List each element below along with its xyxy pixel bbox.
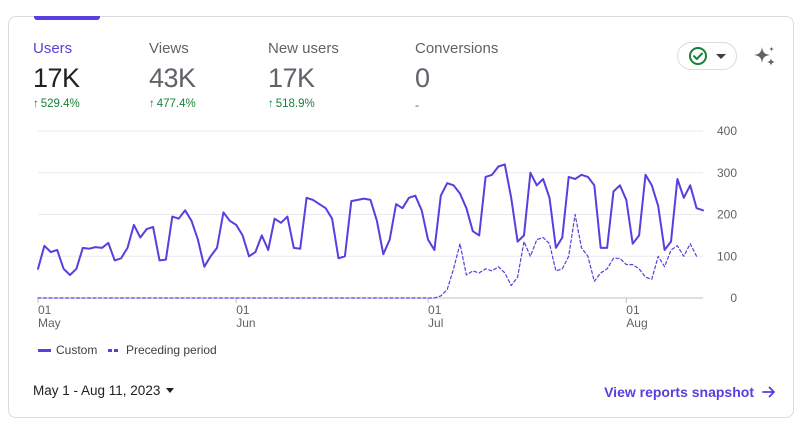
metric-change: ↑ 529.4% [33, 98, 80, 110]
users-overview-card [8, 16, 794, 418]
metric-label: Users [33, 40, 73, 57]
metric-new-users[interactable]: New users 17K ↑ 518.9% [268, 40, 339, 110]
x-tick-month: May [38, 316, 61, 330]
metric-views[interactable]: Views 43K ↑ 477.4% [149, 40, 196, 110]
y-tick-label: 300 [717, 166, 737, 180]
x-tick-day: 01 [428, 303, 442, 317]
x-tick-day: 01 [626, 303, 640, 317]
metric-users[interactable]: Users 17K ↑ 529.4% [33, 40, 80, 110]
metric-value: 17K [268, 63, 315, 93]
legend-label: Preceding period [126, 343, 217, 357]
metric-change-value: 518.9% [275, 98, 315, 110]
x-tick-month: Aug [626, 316, 647, 330]
metric-change-value: 477.4% [156, 98, 196, 110]
view-reports-snapshot-link[interactable]: View reports snapshot [604, 384, 776, 400]
legend-label: Custom [56, 343, 98, 357]
legend-swatch-dashed [108, 348, 121, 352]
metric-conversions[interactable]: Conversions 0 - [415, 40, 498, 112]
snapshot-link-label: View reports snapshot [604, 384, 754, 400]
sparkle-icon[interactable] [752, 44, 778, 70]
arrow-up-icon: ↑ [149, 98, 155, 110]
y-tick-label: 100 [717, 249, 737, 263]
metric-change-value: - [415, 98, 419, 112]
date-range-label: May 1 - Aug 11, 2023 [33, 383, 161, 398]
legend-swatch-solid [38, 348, 51, 352]
legend-item-custom: Custom [38, 343, 97, 357]
metric-label: Conversions [415, 40, 499, 57]
active-tab-indicator [34, 16, 100, 20]
caret-down-icon [166, 388, 175, 393]
metric-value: 43K [149, 63, 196, 93]
insights-status-dropdown[interactable] [677, 42, 737, 70]
y-tick-label: 400 [717, 124, 737, 138]
metric-change: ↑ 518.9% [268, 98, 339, 110]
arrow-up-icon: ↑ [33, 98, 39, 110]
date-range-selector[interactable]: May 1 - Aug 11, 2023 [33, 383, 175, 398]
x-tick-day: 01 [236, 303, 250, 317]
metric-change: ↑ 477.4% [149, 98, 196, 110]
series-line-preceding [37, 213, 698, 299]
x-tick-month: Jun [236, 316, 255, 330]
metric-label: Views [149, 40, 189, 57]
x-tick-month: Jul [428, 316, 443, 330]
x-tick-day: 01 [38, 303, 52, 317]
arrow-up-icon: ↑ [268, 98, 274, 110]
arrow-right-icon [762, 386, 775, 398]
metric-label: New users [268, 40, 339, 57]
metric-change-value: 529.4% [40, 98, 80, 110]
metric-value: 0 [415, 63, 430, 93]
y-tick-label: 200 [717, 208, 737, 222]
check-circle-icon [689, 47, 707, 65]
metric-value: 17K [33, 63, 80, 93]
chevron-down-icon [716, 53, 726, 59]
series-line-custom [37, 163, 704, 276]
legend-item-preceding: Preceding period [108, 343, 217, 357]
y-tick-label: 0 [730, 291, 737, 305]
